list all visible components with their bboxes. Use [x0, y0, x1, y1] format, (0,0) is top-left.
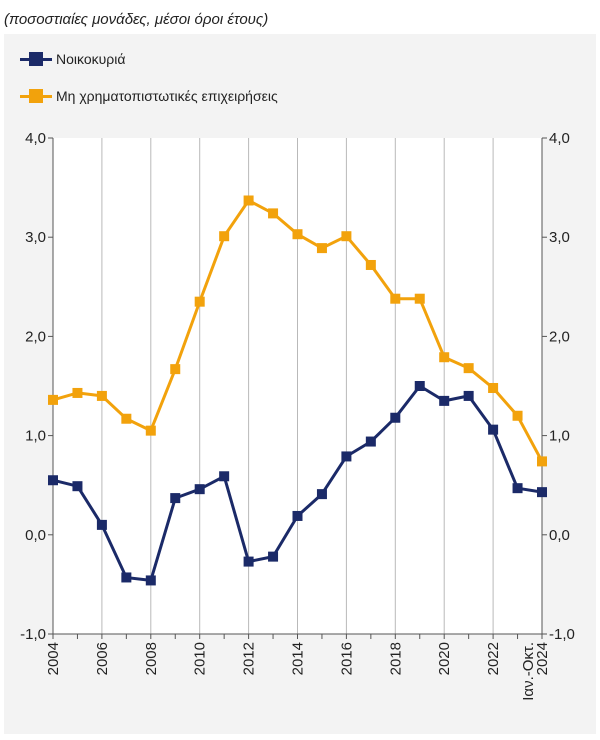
data-point-series-1	[121, 413, 132, 424]
x-tick-label: 2010	[192, 642, 209, 675]
data-point-series-0	[414, 381, 425, 391]
data-point-series-0	[292, 510, 303, 521]
data-point-series-0	[72, 481, 83, 492]
data-point-series-1	[341, 231, 352, 242]
data-point-series-0	[170, 493, 181, 504]
data-point-series-1	[268, 208, 279, 219]
y-tick-label-left: 3,0	[25, 229, 46, 246]
y-tick-label-right: 2,0	[549, 328, 570, 345]
data-point-series-0	[145, 575, 156, 586]
data-point-series-0	[365, 436, 376, 447]
legend: Νοικοκυριά Μη χρηματοπιστωτικές επιχειρή…	[20, 50, 278, 124]
legend-item-households: Νοικοκυριά	[20, 50, 278, 68]
y-tick-label-right: 4,0	[549, 130, 570, 147]
y-tick-label-right: 0,0	[549, 527, 570, 544]
x-tick-label: 2016	[338, 642, 355, 675]
legend-item-nonfinancial-corporations: Μη χρηματοπιστωτικές επιχειρήσεις	[20, 87, 278, 105]
y-tick-label-left: 0,0	[25, 527, 46, 544]
data-point-series-1	[292, 229, 303, 240]
y-tick-label-left: 1,0	[25, 428, 46, 445]
data-point-series-1	[72, 387, 83, 398]
data-point-series-0	[121, 572, 132, 583]
x-tick-label: 2008	[143, 642, 160, 675]
data-point-series-1	[316, 243, 327, 254]
y-tick-label-left: 2,0	[25, 328, 46, 345]
legend-label-households: Νοικοκυριά	[56, 51, 126, 67]
x-tick-label: 2020	[436, 642, 453, 675]
data-point-series-1	[414, 293, 425, 304]
x-tick-label: 2012	[241, 642, 258, 675]
data-point-series-1	[219, 231, 230, 242]
data-point-series-1	[145, 425, 156, 436]
legend-swatch-nonfinancial-corporations	[20, 88, 52, 104]
data-point-series-1	[96, 390, 107, 401]
y-tick-label-left: -1,0	[20, 626, 46, 643]
legend-label-nonfinancial-corporations: Μη χρηματοπιστωτικές επιχειρήσεις	[56, 88, 278, 104]
y-tick-label-right: -1,0	[549, 626, 575, 643]
data-point-series-0	[463, 390, 474, 401]
data-point-series-0	[316, 489, 327, 500]
data-point-series-1	[439, 352, 450, 363]
data-point-series-0	[268, 551, 279, 562]
y-tick-label-right: 3,0	[549, 229, 570, 246]
x-tick-label: 2022	[485, 642, 502, 675]
data-point-series-0	[537, 487, 547, 498]
data-point-series-1	[365, 259, 376, 270]
x-tick-label: 2004	[45, 642, 62, 675]
data-point-series-0	[390, 412, 401, 423]
data-point-series-1	[48, 394, 58, 405]
data-point-series-1	[488, 382, 499, 393]
x-tick-label: Ιαν.-Οκτ.	[520, 642, 537, 701]
data-point-series-1	[537, 456, 547, 467]
legend-swatch-households	[20, 51, 52, 67]
data-point-series-0	[341, 451, 352, 462]
x-tick-label: 2006	[94, 642, 111, 675]
data-point-series-1	[170, 364, 181, 375]
chart-subtitle: (ποσοστιαίες μονάδες, μέσοι όροι έτους)	[4, 11, 269, 28]
data-point-series-0	[243, 556, 254, 567]
data-point-series-0	[512, 483, 523, 494]
data-point-series-1	[390, 293, 401, 304]
data-point-series-1	[243, 195, 254, 206]
data-point-series-1	[512, 410, 523, 421]
data-point-series-0	[194, 484, 205, 495]
x-tick-label: 2018	[387, 642, 404, 675]
data-point-series-0	[96, 519, 107, 530]
data-point-series-0	[48, 475, 58, 486]
data-point-series-1	[194, 296, 205, 307]
x-tick-label: 2014	[290, 642, 307, 675]
data-point-series-0	[219, 471, 230, 482]
y-tick-label-left: 4,0	[25, 130, 46, 147]
data-point-series-0	[439, 395, 450, 406]
data-point-series-0	[488, 424, 499, 435]
data-point-series-1	[463, 363, 474, 374]
y-tick-label-right: 1,0	[549, 428, 570, 445]
x-tick-label: 2024	[534, 642, 551, 675]
